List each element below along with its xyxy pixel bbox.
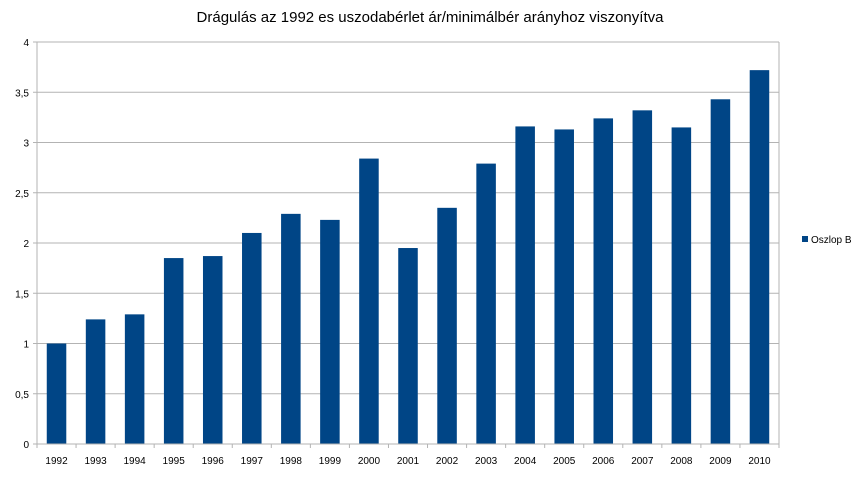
x-tick-label: 1998 bbox=[280, 456, 303, 467]
bar bbox=[281, 213, 301, 444]
x-tick-label: 1994 bbox=[124, 456, 147, 467]
x-tick-label: 2003 bbox=[475, 456, 498, 467]
y-tick-label: 0 bbox=[23, 440, 29, 451]
legend-swatch bbox=[802, 236, 808, 242]
y-axis-ticks: 0 0,5 1 1,5 2 2,5 3 3,5 4 bbox=[15, 38, 37, 451]
bar bbox=[398, 248, 418, 444]
bar bbox=[476, 163, 496, 445]
bar bbox=[710, 99, 731, 444]
y-tick-label: 2 bbox=[23, 239, 29, 250]
chart-title: Drágulás az 1992 es uszodabérlet ár/mini… bbox=[197, 9, 665, 26]
bar bbox=[320, 219, 340, 444]
x-tick-label: 2006 bbox=[592, 456, 615, 467]
x-tick-label: 2007 bbox=[631, 456, 654, 467]
y-tick-label: 3 bbox=[23, 139, 29, 150]
bar bbox=[242, 232, 262, 444]
x-tick-label: 1995 bbox=[163, 456, 186, 467]
x-tick-label: 2008 bbox=[670, 456, 693, 467]
bar bbox=[163, 258, 184, 444]
bar bbox=[85, 319, 106, 444]
bar bbox=[46, 343, 67, 444]
bar bbox=[749, 70, 770, 444]
x-tick-label: 2002 bbox=[436, 456, 459, 467]
y-tick-label: 0,5 bbox=[15, 390, 29, 401]
legend: Oszlop B bbox=[802, 235, 852, 246]
y-tick-label: 4 bbox=[23, 38, 29, 49]
x-tick-label: 2005 bbox=[553, 456, 576, 467]
x-tick-label: 1997 bbox=[241, 456, 264, 467]
x-tick-label: 2000 bbox=[358, 456, 381, 467]
legend-label: Oszlop B bbox=[811, 235, 852, 246]
bar-group bbox=[46, 70, 770, 445]
bar bbox=[124, 314, 145, 444]
bar bbox=[632, 110, 653, 444]
y-tick-label: 2,5 bbox=[15, 189, 29, 200]
x-axis-ticks: 1992 1993 1994 1995 1996 1997 1998 1999 2000 2001… bbox=[36, 444, 780, 467]
x-tick-label: 1993 bbox=[84, 456, 107, 467]
x-tick-label: 1996 bbox=[202, 456, 225, 467]
y-tick-label: 1,5 bbox=[15, 289, 29, 300]
bar bbox=[515, 126, 535, 445]
bar bbox=[359, 158, 379, 444]
x-tick-label: 2001 bbox=[397, 456, 420, 467]
y-tick-label: 3,5 bbox=[15, 88, 29, 99]
x-tick-label: 2009 bbox=[709, 456, 732, 467]
grid-lines bbox=[37, 41, 779, 445]
bar bbox=[202, 256, 223, 444]
bar bbox=[671, 127, 692, 445]
x-tick-label: 1992 bbox=[45, 456, 68, 467]
x-tick-label: 1999 bbox=[319, 456, 342, 467]
y-tick-label: 1 bbox=[23, 340, 29, 351]
x-tick-label: 2004 bbox=[514, 456, 537, 467]
bar bbox=[593, 118, 614, 444]
bar bbox=[554, 129, 574, 444]
bar bbox=[437, 207, 457, 444]
x-tick-label: 2010 bbox=[748, 456, 771, 467]
